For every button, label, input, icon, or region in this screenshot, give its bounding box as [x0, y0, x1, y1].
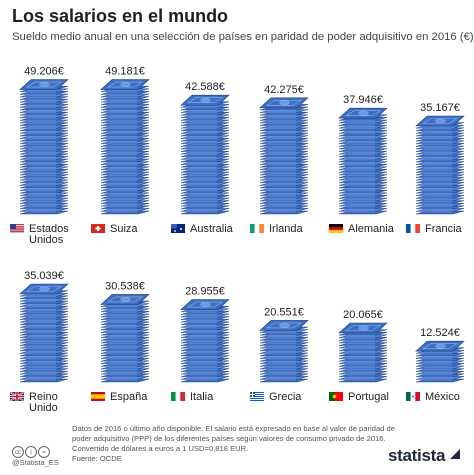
country-label: España — [110, 391, 148, 403]
value-label: 49.206€ — [24, 66, 64, 78]
money-stack-bar — [100, 79, 150, 215]
value-label: 42.275€ — [264, 84, 304, 96]
value-label: 35.167€ — [420, 102, 460, 114]
flag-fr-icon — [406, 224, 420, 233]
by-icon: i — [25, 446, 37, 458]
money-stack-bar — [415, 340, 465, 383]
value-label: 20.065€ — [343, 309, 383, 321]
country-label: Australia — [190, 223, 234, 235]
money-stack-bar — [19, 283, 69, 383]
flag-gb-icon — [9, 391, 25, 402]
nd-icon: = — [38, 446, 50, 458]
money-stack-bar — [100, 294, 150, 383]
value-label: 42.588€ — [185, 81, 225, 93]
money-stack-bar — [180, 94, 230, 215]
flag-mx-icon — [406, 392, 420, 401]
country-label: Grecia — [269, 391, 302, 403]
footnote-source: Fuente: OCDE — [72, 454, 122, 463]
money-stack-bar — [415, 115, 465, 215]
flag-it-icon — [171, 392, 185, 401]
flag-au-icon — [171, 224, 185, 233]
money-stack-bar — [259, 97, 309, 215]
value-label: 35.039€ — [24, 270, 64, 282]
flag-ch-icon — [91, 224, 105, 233]
flag-us-icon — [10, 224, 24, 233]
flag-pt-icon — [329, 392, 343, 401]
value-label: 12.524€ — [420, 327, 460, 339]
money-stack-bar — [180, 299, 230, 383]
twitter-handle: @Statista_ES — [12, 458, 59, 467]
value-label: 28.955€ — [185, 286, 225, 298]
flag-gr-icon — [250, 392, 264, 401]
statista-logo: statista — [388, 446, 446, 465]
flag-es-icon — [91, 392, 105, 401]
country-label: Alemania — [348, 223, 395, 235]
money-stack-bar — [338, 322, 388, 383]
country-label: Estados — [29, 223, 69, 235]
footnote-text: Datos de 2016 o último año disponible. E… — [72, 424, 395, 453]
money-stack-bar — [259, 320, 309, 383]
cc-icon: cc — [12, 446, 24, 458]
money-stack-bar — [19, 79, 69, 215]
country-label: Unido — [29, 402, 58, 414]
flag-ie-icon — [250, 224, 264, 233]
chart-subtitle: Sueldo medio anual en una selección de p… — [12, 31, 474, 43]
country-label: Unidos — [29, 234, 64, 246]
country-label: Irlanda — [269, 223, 304, 235]
country-label: Portugal — [348, 391, 389, 403]
value-label: 20.551€ — [264, 306, 304, 318]
country-label: Reino — [29, 391, 58, 403]
country-label: México — [425, 391, 460, 403]
country-label: Francia — [425, 223, 463, 235]
flag-de-icon — [329, 224, 343, 233]
statista-logo-mark-icon — [450, 449, 460, 459]
value-label: 30.538€ — [105, 280, 145, 292]
creative-commons-icons: cc i = — [12, 441, 51, 459]
value-label: 37.946€ — [343, 94, 383, 106]
value-label: 49.181€ — [105, 66, 145, 78]
money-stack-bar — [338, 107, 388, 215]
country-label: Suiza — [110, 223, 138, 235]
country-label: Italia — [190, 391, 214, 403]
footnote: Datos de 2016 o último año disponible. E… — [72, 424, 402, 464]
chart-title: Los salarios en el mundo — [12, 6, 229, 26]
